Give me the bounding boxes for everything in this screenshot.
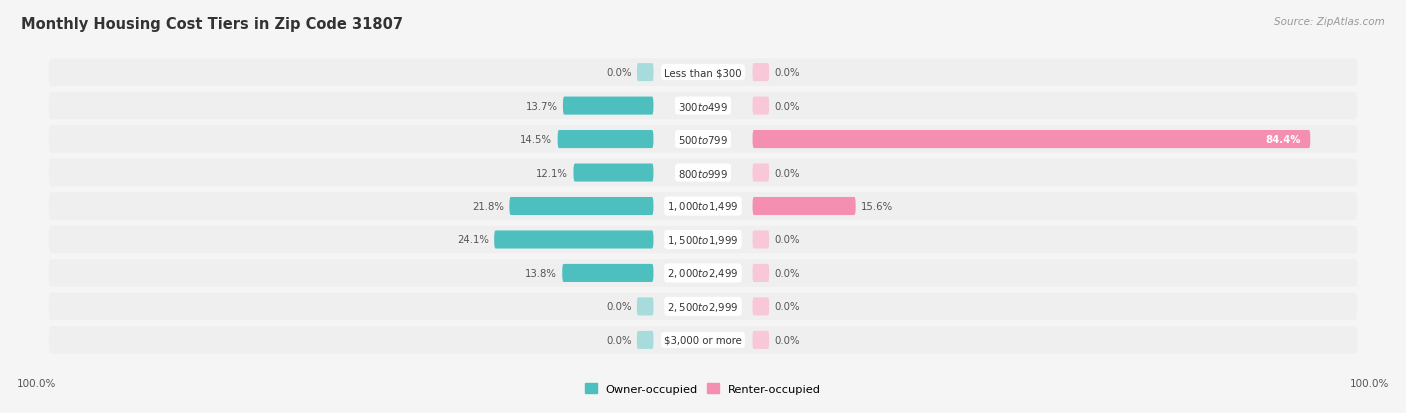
FancyBboxPatch shape [637,64,654,82]
Text: 24.1%: 24.1% [457,235,489,245]
Text: 84.4%: 84.4% [1265,135,1301,145]
Text: $500 to $799: $500 to $799 [678,134,728,146]
FancyBboxPatch shape [49,126,1357,153]
Text: 0.0%: 0.0% [775,268,800,278]
Text: 0.0%: 0.0% [775,335,800,345]
FancyBboxPatch shape [49,260,1357,287]
FancyBboxPatch shape [752,64,769,82]
Text: 0.0%: 0.0% [775,68,800,78]
Text: 0.0%: 0.0% [775,301,800,312]
FancyBboxPatch shape [752,231,769,249]
FancyBboxPatch shape [637,298,654,316]
FancyBboxPatch shape [49,326,1357,354]
FancyBboxPatch shape [49,193,1357,220]
FancyBboxPatch shape [752,97,769,115]
Text: 0.0%: 0.0% [775,168,800,178]
Text: 12.1%: 12.1% [536,168,568,178]
Text: 0.0%: 0.0% [775,101,800,112]
FancyBboxPatch shape [49,293,1357,320]
FancyBboxPatch shape [752,298,769,316]
Text: 0.0%: 0.0% [775,235,800,245]
Text: 13.7%: 13.7% [526,101,558,112]
Text: $300 to $499: $300 to $499 [678,100,728,112]
Text: Source: ZipAtlas.com: Source: ZipAtlas.com [1274,17,1385,26]
Text: 15.6%: 15.6% [860,202,893,211]
FancyBboxPatch shape [752,197,856,216]
Text: 0.0%: 0.0% [606,301,631,312]
Text: 14.5%: 14.5% [520,135,553,145]
Text: Monthly Housing Cost Tiers in Zip Code 31807: Monthly Housing Cost Tiers in Zip Code 3… [21,17,404,31]
Text: 0.0%: 0.0% [606,68,631,78]
Text: 13.8%: 13.8% [524,268,557,278]
FancyBboxPatch shape [562,264,654,282]
FancyBboxPatch shape [752,131,1310,149]
Text: $800 to $999: $800 to $999 [678,167,728,179]
Text: $2,500 to $2,999: $2,500 to $2,999 [668,300,738,313]
FancyBboxPatch shape [637,331,654,349]
FancyBboxPatch shape [509,197,654,216]
Legend: Owner-occupied, Renter-occupied: Owner-occupied, Renter-occupied [581,379,825,399]
FancyBboxPatch shape [49,159,1357,187]
Text: $1,000 to $1,499: $1,000 to $1,499 [668,200,738,213]
FancyBboxPatch shape [49,59,1357,87]
FancyBboxPatch shape [562,97,654,115]
Text: Less than $300: Less than $300 [664,68,742,78]
FancyBboxPatch shape [558,131,654,149]
Text: 21.8%: 21.8% [472,202,505,211]
FancyBboxPatch shape [49,226,1357,254]
Text: 100.0%: 100.0% [1350,378,1389,388]
FancyBboxPatch shape [752,264,769,282]
FancyBboxPatch shape [752,331,769,349]
Text: $1,500 to $1,999: $1,500 to $1,999 [668,233,738,247]
FancyBboxPatch shape [752,164,769,182]
FancyBboxPatch shape [574,164,654,182]
FancyBboxPatch shape [494,231,654,249]
Text: $3,000 or more: $3,000 or more [664,335,742,345]
Text: 0.0%: 0.0% [606,335,631,345]
Text: 100.0%: 100.0% [17,378,56,388]
Text: $2,000 to $2,499: $2,000 to $2,499 [668,267,738,280]
FancyBboxPatch shape [49,93,1357,120]
